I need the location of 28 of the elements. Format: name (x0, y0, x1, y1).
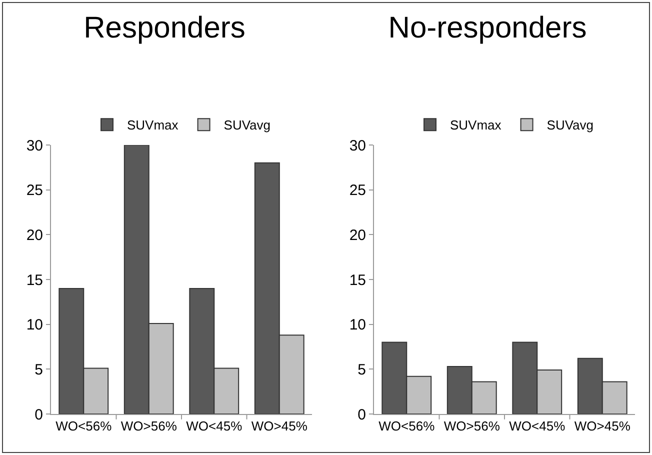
chart-title: Responders (84, 11, 246, 44)
y-tick-label: 5 (358, 361, 366, 378)
y-tick-label: 0 (358, 406, 366, 424)
x-tick-label: WO>45% (574, 418, 631, 434)
y-tick-label: 25 (26, 182, 43, 200)
y-tick-label: 20 (26, 226, 43, 244)
y-tick-label: 30 (26, 137, 43, 154)
x-tick-label: WO>56% (444, 418, 500, 434)
x-tick-label: WO>56% (120, 418, 178, 434)
y-tick-label: 25 (349, 182, 366, 200)
x-tick-label: WO<45% (509, 418, 566, 434)
x-tick-label: WO<56% (56, 418, 112, 434)
x-tick-label: WO<56% (378, 418, 436, 434)
y-tick-label: 30 (349, 137, 366, 154)
legend-label: SUVmax (450, 118, 502, 133)
y-tick-label: 15 (349, 272, 366, 289)
legend-label: SUVavg (546, 118, 594, 133)
y-tick-label: 15 (26, 272, 43, 289)
y-tick-label: 10 (26, 316, 43, 334)
legend-label: SUVavg (224, 118, 271, 133)
x-tick-label: WO>45% (251, 418, 308, 434)
legend-label: SUVmax (127, 118, 179, 133)
y-tick-label: 10 (349, 316, 366, 334)
x-tick-label: WO<45% (186, 418, 243, 434)
chart-title: No-responders (388, 11, 587, 44)
y-tick-label: 0 (34, 406, 43, 424)
y-tick-label: 20 (349, 226, 366, 244)
y-tick-label: 5 (34, 361, 43, 378)
